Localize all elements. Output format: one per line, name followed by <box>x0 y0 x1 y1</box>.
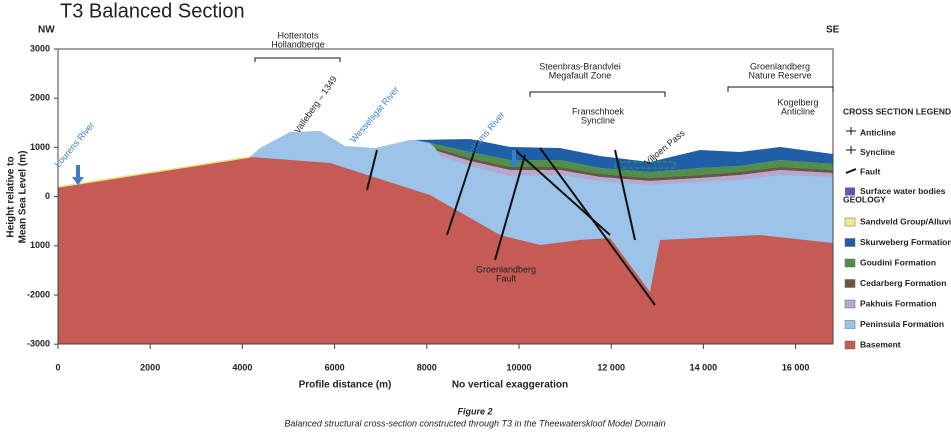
x-tick-label: 6000 <box>325 362 345 372</box>
y-tick-label: 3000 <box>30 43 50 53</box>
label: Syncline <box>581 115 615 125</box>
x-tick-label: 0 <box>55 362 60 372</box>
skurweberg-formation <box>415 139 833 172</box>
y-tick-label: 2000 <box>30 93 50 103</box>
label: Groenlandberg <box>750 61 810 71</box>
legend-swatch <box>844 279 856 288</box>
legend-label: Goudini Formation <box>860 257 936 267</box>
x-tick-label: 10000 <box>506 362 531 372</box>
legend-label: Sandveld Group/Alluvium <box>860 216 951 226</box>
cross-section <box>57 131 833 344</box>
fault <box>366 149 378 191</box>
y-tick-label: -2000 <box>27 289 50 299</box>
caption-text: Balanced structural cross-section constr… <box>284 418 665 428</box>
pakhuis-formation <box>437 151 833 185</box>
legend-symbol <box>846 146 856 154</box>
fault <box>494 154 526 261</box>
legend-label: Peninsula Formation <box>860 319 944 329</box>
label: Valleberg – 1349 <box>292 74 339 135</box>
fault <box>614 149 636 241</box>
x-tick-label: 8000 <box>417 362 437 372</box>
legend-label: Syncline <box>860 147 895 157</box>
legend-swatch <box>844 238 856 247</box>
legend-swatch <box>844 320 856 329</box>
fault <box>446 139 479 236</box>
goudini-formation <box>430 143 833 178</box>
y-tick-label: 1000 <box>30 240 50 250</box>
legend-title: CROSS SECTION LEGEND <box>843 106 951 116</box>
legend-label: Fault <box>860 166 880 176</box>
legend-label: Pakhuis Formation <box>860 298 937 308</box>
legend-label: Basement <box>860 339 901 349</box>
range-brackets <box>254 57 834 97</box>
label: Hottentots <box>277 30 319 40</box>
legend-label: Skurweberg Formation <box>860 237 951 247</box>
x-tick-label: 2000 <box>140 362 160 372</box>
y-tick-label: 1000 <box>30 142 50 152</box>
label: Nature Reserve <box>748 70 811 80</box>
label: Steenbras-Brandvlei <box>539 61 621 71</box>
caption-figure: Figure 2 <box>457 406 492 416</box>
compass-nw: NW <box>38 25 55 36</box>
surface-water <box>614 161 676 169</box>
x-tick-label: 14 000 <box>690 362 718 372</box>
basement <box>58 157 833 344</box>
legend-swatch <box>844 299 856 309</box>
legend-swatch <box>844 340 856 350</box>
legend-label: Cedarberg Formation <box>860 278 946 288</box>
label: Anticline <box>781 106 815 116</box>
fault <box>514 149 611 236</box>
cedarberg-formation <box>435 148 833 181</box>
legend-symbol <box>845 168 857 174</box>
x-tick-label: 4000 <box>232 362 252 372</box>
label: Hollandberge <box>271 39 325 49</box>
label: Megafault Zone <box>549 70 612 80</box>
y-ticks: 3000 2000 1000 0 1000 -2000 -3000 <box>27 43 58 349</box>
legend-title: GEOLOGY <box>843 194 886 204</box>
y-title: Mean Sea Level (m) <box>18 151 29 244</box>
legend-swatch <box>845 187 855 196</box>
y-tick-label: -3000 <box>27 339 50 349</box>
legend-swatch <box>844 258 856 268</box>
river: Wesselsgat River <box>348 85 401 145</box>
label: Kogelberg <box>777 97 818 107</box>
legend-label: Surface water bodies <box>860 186 946 196</box>
faults <box>366 139 656 306</box>
title: T3 Balanced Section <box>60 0 245 22</box>
x-note: No vertical exaggeration <box>452 380 568 391</box>
legend-symbol <box>846 127 856 135</box>
x-title: Profile distance (m) <box>299 380 392 391</box>
label: Fault <box>496 273 517 283</box>
legend-swatch <box>844 217 856 227</box>
compass-se: SE <box>826 25 840 36</box>
label: Groenlandberg <box>476 264 536 274</box>
label: Franschhoek <box>572 106 625 116</box>
x-tick-label: 12 000 <box>597 362 625 372</box>
fault <box>539 147 656 306</box>
river: Lourens River <box>53 120 97 169</box>
sandveld-alluvium <box>57 156 251 188</box>
river-arrows <box>72 150 520 185</box>
x-ticks: 0 2000 4000 6000 8000 10000 12 000 14 000 16 000 <box>55 344 809 372</box>
legend-label: Anticline <box>860 127 896 137</box>
y-tick-label: 0 <box>45 191 50 201</box>
y-title: Height relative to <box>6 156 17 237</box>
legend: CROSS SECTION LEGEND GEOLOGY Anticline Sy… <box>843 106 951 350</box>
x-tick-label: 16 000 <box>782 362 810 372</box>
